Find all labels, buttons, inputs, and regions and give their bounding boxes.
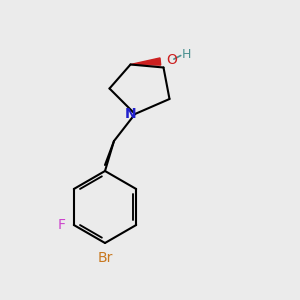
Text: Br: Br (97, 251, 113, 266)
Text: F: F (57, 218, 65, 232)
Text: H: H (182, 48, 191, 62)
Polygon shape (130, 58, 161, 65)
Text: O: O (166, 53, 177, 67)
Text: N: N (125, 107, 136, 121)
